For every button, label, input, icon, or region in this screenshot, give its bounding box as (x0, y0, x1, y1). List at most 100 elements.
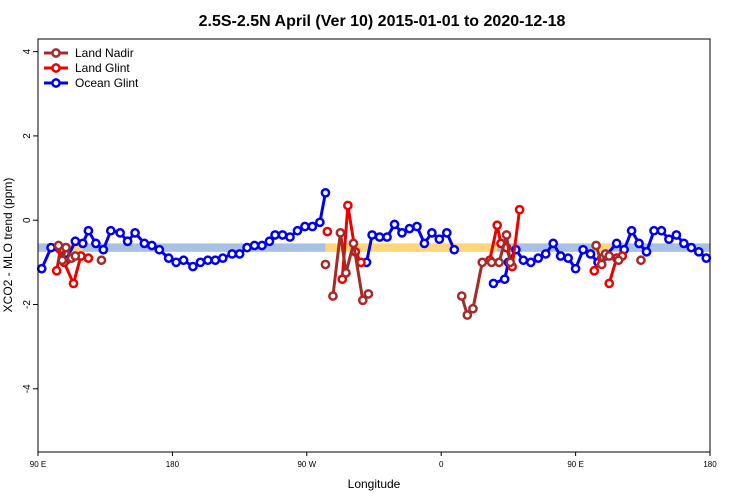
ocean-glint-point (285, 232, 295, 242)
land-glint-point (514, 204, 525, 215)
land-nadir-point (456, 291, 467, 301)
ocean-glint-point (36, 263, 47, 274)
land-glint-point (589, 265, 600, 276)
ocean-glint-point (178, 255, 189, 266)
ocean-glint-point (578, 244, 588, 255)
ocean-glint-point (46, 242, 56, 253)
ocean-glint-point (404, 223, 415, 234)
land-nadir-point (501, 230, 512, 240)
ocean-glint-point (518, 255, 529, 266)
series-land-nadir (53, 228, 646, 320)
land-glint-point (343, 200, 353, 211)
land-nadir-point (61, 242, 71, 253)
x-tick-label: 90 E (567, 460, 583, 469)
ocean-glint-point (611, 238, 622, 249)
land-nadir-point (486, 257, 497, 268)
ocean-glint-point (533, 253, 544, 263)
land-nadir-point (53, 240, 64, 251)
band-yellow (325, 243, 498, 252)
land-nadir-point (70, 251, 81, 261)
land-nadir-point (348, 238, 359, 249)
ocean-glint-point (188, 261, 198, 272)
legend-label-land-glint: Land Glint (75, 61, 130, 75)
ocean-glint-point (203, 255, 213, 266)
y-tick-label: 0 (22, 217, 33, 223)
ocean-glint-point (585, 249, 596, 259)
legend-marker-land-nadir (51, 48, 61, 58)
ocean-glint-point (77, 238, 88, 249)
ocean-glint-point (307, 221, 318, 232)
ocean-glint-point (91, 238, 101, 249)
ocean-glint-point (315, 217, 325, 228)
ocean-glint-point (163, 253, 174, 263)
y-tick-label: -4 (22, 384, 33, 393)
ocean-glint-point (154, 244, 165, 255)
ocean-glint-point (397, 228, 407, 238)
land-nadir-point (462, 310, 473, 320)
x-axis: 90 E 180 90 W 0 90 E 180 (30, 452, 717, 469)
band-blue (82, 243, 326, 252)
ocean-glint-point (656, 225, 667, 236)
ocean-glint-point (701, 253, 712, 263)
ocean-glint-point (122, 236, 133, 247)
ocean-glint-point (499, 274, 510, 285)
ocean-glint-point (563, 253, 573, 263)
land-nadir-point (468, 303, 478, 314)
land-nadir-point (320, 259, 331, 270)
ocean-glint-point (277, 230, 288, 240)
x-tick-label: 0 (439, 460, 444, 469)
land-glint-line (340, 203, 363, 280)
ocean-glint-point (427, 228, 437, 238)
ocean-glint-point (441, 228, 452, 238)
ocean-glint-point (626, 225, 637, 236)
series-ocean-glint (36, 187, 712, 289)
y-tick-label: -2 (22, 300, 33, 309)
land-nadir-point (505, 257, 516, 268)
x-tick-label: 180 (703, 460, 717, 469)
ocean-glint-point (525, 257, 536, 268)
land-nadir-point (477, 257, 488, 268)
land-nadir-point (96, 255, 107, 266)
x-tick-label: 90 E (30, 460, 46, 469)
land-nadir-point (341, 268, 351, 278)
y-tick-label: 4 (22, 48, 33, 54)
y-tick-label: 2 (22, 133, 33, 139)
ocean-glint-point (382, 232, 392, 242)
ocean-glint-point (270, 230, 280, 240)
ocean-glint-point (105, 225, 116, 236)
legend-marker-ocean-glint (51, 78, 61, 88)
land-glint-point (322, 226, 333, 237)
ocean-glint-point (664, 234, 674, 245)
land-nadir-point (613, 255, 624, 266)
legend-label-ocean-glint: Ocean Glint (75, 76, 139, 90)
land-glint-point (68, 278, 79, 289)
ocean-glint-point (320, 187, 331, 198)
ocean-glint-point (300, 221, 310, 232)
land-glint-point (51, 265, 62, 276)
ocean-glint-point (195, 257, 206, 268)
ocean-glint-point (83, 225, 94, 236)
legend-label-land-nadir: Land Nadir (75, 46, 134, 60)
chart-title: 2.5S-2.5N April (Ver 10) 2015-01-01 to 2… (199, 13, 566, 30)
ocean-glint-point (686, 242, 697, 253)
ocean-glint-point (242, 242, 252, 253)
ocean-glint-point (488, 278, 499, 289)
ocean-glint-point (264, 236, 275, 247)
plot-frame (37, 38, 711, 453)
land-nadir-point (636, 255, 646, 266)
ocean-glint-point (98, 244, 109, 255)
land-nadir-point (596, 259, 607, 270)
ocean-glint-point (679, 238, 689, 249)
x-tick-label: 90 W (297, 460, 316, 469)
band-blue (611, 243, 710, 252)
ocean-glint-point (217, 253, 228, 263)
ocean-glint-point (434, 234, 445, 245)
ocean-glint-point (171, 257, 181, 268)
land-nadir-point (57, 255, 68, 266)
y-axis: 4 2 0 -2 -4 (22, 48, 38, 393)
series-layer (36, 187, 712, 320)
ocean-glint-point (210, 255, 221, 266)
land-nadir-point (363, 289, 374, 299)
ocean-glint-point (389, 219, 400, 230)
